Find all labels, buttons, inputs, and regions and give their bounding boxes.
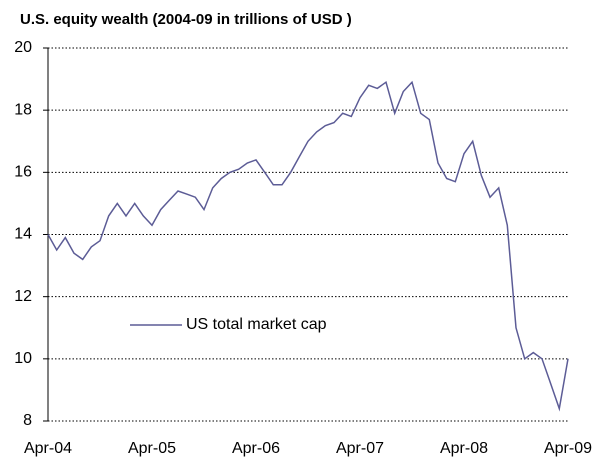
x-tick-label: Apr-05 [128,440,176,457]
legend-label: US total market cap [186,316,327,333]
y-tick-label: 16 [14,164,32,181]
chart-title: U.S. equity wealth (2004-09 in trillions… [20,11,352,28]
line [47,80,569,412]
y-tick-label: 8 [23,412,32,429]
y-tick-label: 20 [14,39,32,56]
y-tick-label: 10 [14,350,32,367]
y-tick-label: 12 [14,288,32,305]
x-tick-label: Apr-07 [336,440,384,457]
x-tick-label: Apr-09 [544,440,592,457]
y-tick-label: 18 [14,101,32,118]
y-tick-label: 14 [14,226,32,243]
x-tick-label: Apr-06 [232,440,280,457]
x-tick-label: Apr-04 [24,440,72,457]
x-tick-label: Apr-08 [440,440,488,457]
